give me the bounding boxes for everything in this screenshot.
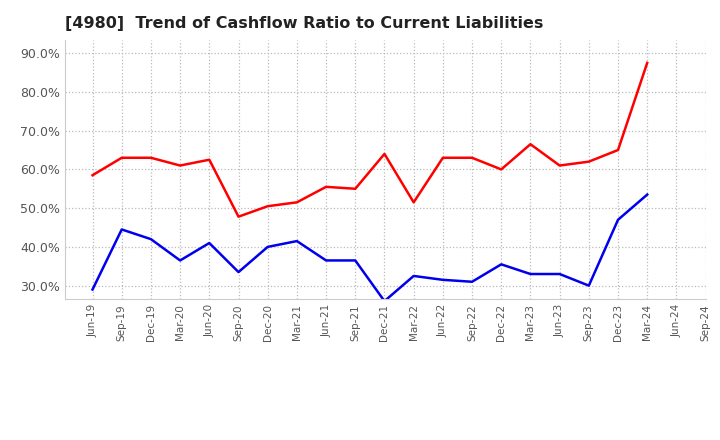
Operating CF to Current Liabilities (555, 163, 564, 168)
Free CF to Current Liabilities (234, 269, 243, 275)
Operating CF to Current Liabilities (410, 200, 418, 205)
Free CF to Current Liabilities (410, 273, 418, 279)
Operating CF to Current Liabilities (117, 155, 126, 161)
Free CF to Current Liabilities (176, 258, 184, 263)
Operating CF to Current Liabilities (497, 167, 505, 172)
Text: [4980]  Trend of Cashflow Ratio to Current Liabilities: [4980] Trend of Cashflow Ratio to Curren… (65, 16, 543, 32)
Free CF to Current Liabilities (380, 298, 389, 304)
Free CF to Current Liabilities (613, 217, 622, 222)
Free CF to Current Liabilities (643, 192, 652, 197)
Free CF to Current Liabilities (351, 258, 359, 263)
Free CF to Current Liabilities (585, 283, 593, 288)
Free CF to Current Liabilities (497, 262, 505, 267)
Operating CF to Current Liabilities (322, 184, 330, 190)
Operating CF to Current Liabilities (292, 200, 301, 205)
Operating CF to Current Liabilities (438, 155, 447, 161)
Operating CF to Current Liabilities (468, 155, 477, 161)
Free CF to Current Liabilities (117, 227, 126, 232)
Line: Free CF to Current Liabilities: Free CF to Current Liabilities (93, 194, 647, 301)
Operating CF to Current Liabilities (89, 172, 97, 178)
Operating CF to Current Liabilities (205, 157, 214, 162)
Operating CF to Current Liabilities (526, 142, 535, 147)
Operating CF to Current Liabilities (643, 60, 652, 66)
Operating CF to Current Liabilities (234, 214, 243, 219)
Line: Operating CF to Current Liabilities: Operating CF to Current Liabilities (93, 63, 647, 216)
Free CF to Current Liabilities (205, 240, 214, 246)
Operating CF to Current Liabilities (264, 204, 272, 209)
Free CF to Current Liabilities (322, 258, 330, 263)
Free CF to Current Liabilities (147, 237, 156, 242)
Operating CF to Current Liabilities (176, 163, 184, 168)
Operating CF to Current Liabilities (147, 155, 156, 161)
Free CF to Current Liabilities (89, 287, 97, 292)
Free CF to Current Liabilities (468, 279, 477, 284)
Free CF to Current Liabilities (555, 271, 564, 277)
Free CF to Current Liabilities (438, 277, 447, 282)
Operating CF to Current Liabilities (380, 151, 389, 157)
Free CF to Current Liabilities (526, 271, 535, 277)
Operating CF to Current Liabilities (613, 147, 622, 153)
Operating CF to Current Liabilities (585, 159, 593, 164)
Free CF to Current Liabilities (264, 244, 272, 249)
Free CF to Current Liabilities (292, 238, 301, 244)
Operating CF to Current Liabilities (351, 186, 359, 191)
